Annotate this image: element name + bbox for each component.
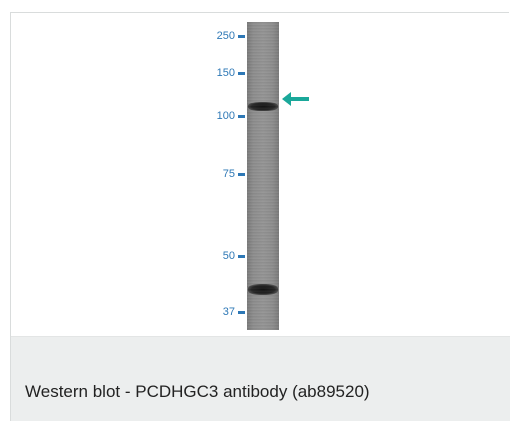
marker-label: 37: [222, 306, 235, 318]
marker-label: 150: [216, 67, 235, 79]
marker-37: 37: [191, 305, 245, 319]
caption-text: Western blot - PCDHGC3 antibody (ab89520…: [25, 382, 370, 401]
protein-band-upper: [248, 102, 278, 111]
marker-75: 75: [191, 167, 245, 181]
protein-band-lower: [248, 284, 278, 295]
left-arrow-icon: [282, 92, 309, 106]
marker-tick: [238, 114, 245, 118]
western-blot-figure[interactable]: 250 150 100 75 50 37: [11, 13, 510, 336]
marker-tick: [238, 34, 245, 38]
marker-tick: [238, 71, 245, 75]
marker-100: 100: [191, 109, 245, 123]
image-card: 250 150 100 75 50 37: [10, 12, 510, 421]
marker-tick: [238, 172, 245, 176]
blot-lane: [247, 22, 279, 330]
marker-tick: [238, 310, 245, 314]
marker-50: 50: [191, 249, 245, 263]
marker-label: 50: [222, 250, 235, 262]
marker-250: 250: [191, 29, 245, 43]
marker-label: 250: [216, 30, 235, 42]
marker-150: 150: [191, 66, 245, 80]
marker-label: 100: [216, 110, 235, 122]
arrow-shape: [282, 92, 309, 106]
marker-label: 75: [222, 168, 235, 180]
caption-bar: Western blot - PCDHGC3 antibody (ab89520…: [11, 336, 510, 421]
marker-tick: [238, 254, 245, 258]
